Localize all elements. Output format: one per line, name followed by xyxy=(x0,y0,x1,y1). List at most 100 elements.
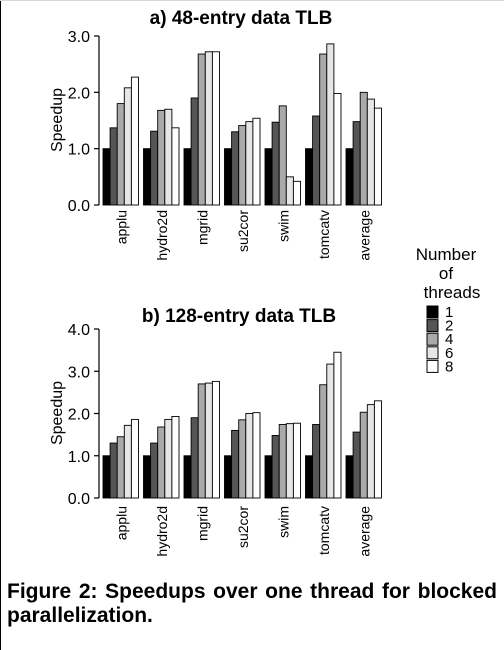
bar-su2cor-threads-1 xyxy=(224,455,233,499)
y-tick-label: 2.0 xyxy=(68,85,90,102)
x-category-label: swim xyxy=(275,506,291,538)
legend-title-line: of xyxy=(439,264,453,283)
x-category-label: average xyxy=(356,506,372,557)
bar-mgrid-threads-1 xyxy=(183,148,192,206)
bar-average-threads-1 xyxy=(345,148,354,206)
bar-applu-threads-1 xyxy=(102,148,111,206)
bar-su2cor-threads-8 xyxy=(252,117,261,206)
y-axis-label: Speedup xyxy=(49,381,66,445)
bar-applu-threads-6 xyxy=(123,424,132,499)
bar-swim-threads-6 xyxy=(285,176,294,206)
bar-su2cor-threads-8 xyxy=(252,412,261,499)
bar-mgrid-threads-6 xyxy=(204,382,213,499)
bar-mgrid-threads-8 xyxy=(211,51,220,206)
bar-su2cor-threads-1 xyxy=(224,148,233,206)
bar-su2cor-threads-6 xyxy=(245,121,254,206)
bar-hydro2d-threads-1 xyxy=(143,455,152,499)
bar-mgrid-threads-2 xyxy=(190,97,199,206)
speedup-figure: a) 48-entry data TLB Speedup 0.0 1.0 2.0 3.0 a… xyxy=(49,8,481,557)
bar-swim-threads-2 xyxy=(271,435,280,499)
bar-mgrid-threads-2 xyxy=(190,417,199,499)
bar-average-threads-4 xyxy=(359,411,368,499)
bar-swim-threads-4 xyxy=(278,424,287,499)
bar-swim-threads-4 xyxy=(278,105,287,206)
bar-applu-threads-6 xyxy=(123,87,132,206)
bar-mgrid-threads-8 xyxy=(211,380,220,499)
bar-swim-threads-8 xyxy=(292,180,301,206)
bar-hydro2d-threads-2 xyxy=(150,130,159,206)
y-tick-label: 1.0 xyxy=(68,142,90,159)
bar-tomcatv-threads-4 xyxy=(319,384,328,499)
bar-hydro2d-threads-6 xyxy=(164,108,173,206)
bar-applu-threads-4 xyxy=(116,103,125,206)
bar-hydro2d-threads-8 xyxy=(171,416,180,499)
bar-mgrid-threads-4 xyxy=(197,53,206,206)
x-category-label: swim xyxy=(275,210,291,242)
chart-title: b) 128-entry data TLB xyxy=(142,306,336,327)
x-category-label: applu xyxy=(113,210,129,244)
bar-su2cor-threads-4 xyxy=(238,125,247,206)
bar-tomcatv-threads-2 xyxy=(312,115,321,206)
bar-swim-threads-1 xyxy=(264,148,273,206)
bar-swim-threads-1 xyxy=(264,455,273,499)
x-category-label: tomcatv xyxy=(316,210,332,259)
legend-label-8: 8 xyxy=(445,358,453,375)
y-tick-label: 4.0 xyxy=(68,322,90,339)
chart-title: a) 48-entry data TLB xyxy=(150,8,333,29)
bar-applu-threads-4 xyxy=(116,436,125,499)
bar-mgrid-threads-1 xyxy=(183,455,192,499)
figure-caption: Figure 2: Speedups over one thread for b… xyxy=(7,580,497,627)
bar-tomcatv-threads-6 xyxy=(326,363,335,499)
bar-hydro2d-threads-8 xyxy=(171,127,180,206)
bar-hydro2d-threads-6 xyxy=(164,418,173,499)
bar-mgrid-threads-4 xyxy=(197,383,206,499)
bar-average-threads-1 xyxy=(345,455,354,499)
x-category-label: mgrid xyxy=(194,506,210,541)
bar-average-threads-6 xyxy=(366,404,375,499)
bar-tomcatv-threads-2 xyxy=(312,424,321,499)
page-left-rule xyxy=(0,0,1,650)
bar-tomcatv-threads-8 xyxy=(333,93,342,206)
bar-su2cor-threads-6 xyxy=(245,413,254,499)
x-category-label: tomcatv xyxy=(316,506,332,555)
bar-applu-threads-2 xyxy=(109,127,118,206)
legend-swatch-6 xyxy=(426,346,439,360)
bar-average-threads-4 xyxy=(359,91,368,206)
legend-label-2: 2 xyxy=(445,318,453,335)
x-category-label: hydro2d xyxy=(154,506,170,557)
bar-hydro2d-threads-1 xyxy=(143,148,152,206)
bar-applu-threads-1 xyxy=(102,455,111,499)
bar-hydro2d-threads-4 xyxy=(157,426,166,499)
bar-swim-threads-8 xyxy=(292,422,301,499)
bar-swim-threads-2 xyxy=(271,121,280,206)
y-tick-label: 0.0 xyxy=(68,198,90,215)
bar-hydro2d-threads-4 xyxy=(157,109,166,206)
x-category-label: hydro2d xyxy=(154,210,170,261)
y-tick-label: 3.0 xyxy=(68,364,90,381)
x-category-label: su2cor xyxy=(235,506,251,548)
bar-applu-threads-2 xyxy=(109,442,118,499)
legend-title-line: threads xyxy=(424,283,481,302)
bar-hydro2d-threads-2 xyxy=(150,442,159,499)
bar-su2cor-threads-2 xyxy=(231,429,240,499)
page-top-rule xyxy=(0,0,504,1)
bar-average-threads-6 xyxy=(366,98,375,206)
bar-swim-threads-6 xyxy=(285,423,294,499)
x-category-label: average xyxy=(356,210,372,261)
bar-applu-threads-8 xyxy=(130,76,139,206)
y-tick-label: 0.0 xyxy=(68,491,90,508)
y-tick-label: 3.0 xyxy=(68,29,90,46)
x-category-label: su2cor xyxy=(235,210,251,252)
bar-applu-threads-8 xyxy=(130,418,139,499)
bar-mgrid-threads-6 xyxy=(204,51,213,206)
legend-label-1: 1 xyxy=(445,304,453,321)
legend-title-line: Number xyxy=(416,245,477,264)
x-category-label: applu xyxy=(113,506,129,540)
legend-swatch-1 xyxy=(426,305,439,319)
x-category-label: mgrid xyxy=(194,210,210,245)
bar-average-threads-8 xyxy=(373,107,382,206)
bar-average-threads-2 xyxy=(352,431,361,499)
bar-average-threads-8 xyxy=(373,400,382,499)
bar-tomcatv-threads-4 xyxy=(319,53,328,206)
y-tick-label: 2.0 xyxy=(68,407,90,424)
